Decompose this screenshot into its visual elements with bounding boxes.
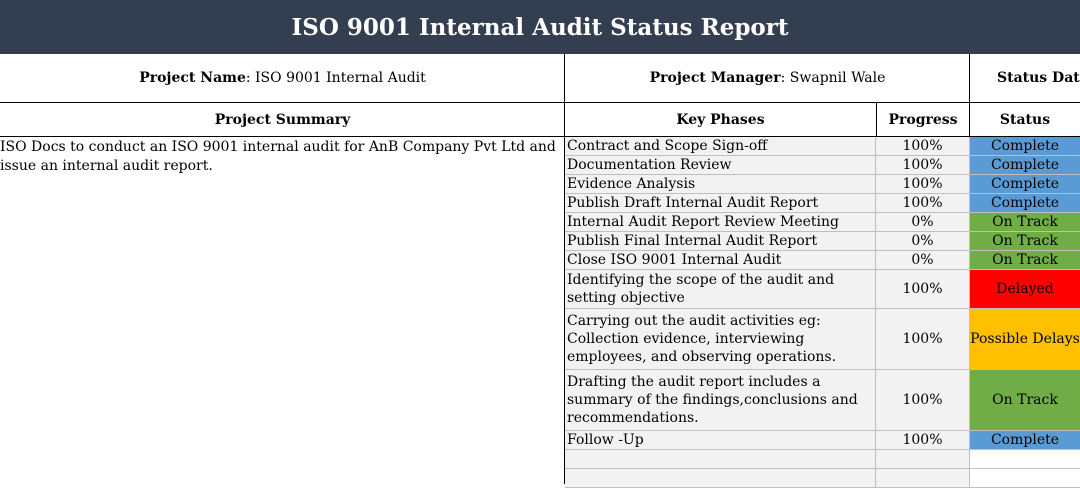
progress-cell: 0% <box>876 251 970 269</box>
table-row: Documentation Review 100% Complete <box>565 156 1080 175</box>
header-progress: Progress <box>876 103 970 137</box>
phase-cell <box>565 450 876 468</box>
status-cell: Possible Delays <box>970 309 1080 369</box>
status-cell: On Track <box>970 251 1080 269</box>
header-project-summary: Project Summary <box>0 103 565 137</box>
project-name-value: : ISO 9001 Internal Audit <box>245 70 426 86</box>
divider-status <box>969 54 970 137</box>
phase-cell: Evidence Analysis <box>565 175 876 193</box>
table-row: Publish Draft Internal Audit Report 100% C… <box>565 194 1080 213</box>
header-status: Status <box>970 103 1080 137</box>
table-row <box>565 469 1080 488</box>
progress-cell <box>876 469 970 487</box>
status-cell <box>970 469 1080 487</box>
report-title: ISO 9001 Internal Audit Status Report <box>0 0 1080 54</box>
status-cell: On Track <box>970 370 1080 430</box>
header-key-phases: Key Phases <box>565 103 876 137</box>
project-manager-cell: Project Manager : Swapnil Wale <box>565 54 970 103</box>
progress-cell: 0% <box>876 232 970 250</box>
status-date-label: Status Date <box>997 70 1080 86</box>
table-row: Identifying the scope of the audit and s… <box>565 270 1080 309</box>
status-cell: Complete <box>970 137 1080 155</box>
status-cell: Complete <box>970 175 1080 193</box>
progress-cell: 100% <box>876 194 970 212</box>
progress-cell <box>876 450 970 468</box>
phase-cell: Drafting the audit report includes a sum… <box>565 370 876 430</box>
phase-cell: Internal Audit Report Review Meeting <box>565 213 876 231</box>
project-manager-label: Project Manager <box>649 70 781 86</box>
phase-cell: Identifying the scope of the audit and s… <box>565 270 876 308</box>
table-row: Contract and Scope Sign-off 100% Complete <box>565 137 1080 156</box>
status-cell: Complete <box>970 156 1080 174</box>
status-cell: On Track <box>970 232 1080 250</box>
table-row: Internal Audit Report Review Meeting 0% On… <box>565 213 1080 232</box>
status-cell: Complete <box>970 431 1080 449</box>
divider-summary <box>564 54 565 484</box>
progress-cell: 100% <box>876 156 970 174</box>
status-cell: Delayed <box>970 270 1080 308</box>
phase-cell: Contract and Scope Sign-off <box>565 137 876 155</box>
status-date-cell: Status Date <box>970 54 1080 103</box>
progress-cell: 100% <box>876 431 970 449</box>
divider-progress <box>876 103 877 137</box>
progress-cell: 100% <box>876 270 970 308</box>
status-cell <box>970 450 1080 468</box>
project-summary-text: ISO Docs to conduct an ISO 9001 internal… <box>0 139 556 174</box>
progress-cell: 0% <box>876 213 970 231</box>
progress-cell: 100% <box>876 309 970 369</box>
project-name-label: Project Name <box>139 70 246 86</box>
table-row: Carrying out the audit activities eg: Co… <box>565 309 1080 370</box>
phase-cell: Documentation Review <box>565 156 876 174</box>
phase-cell: Publish Final Internal Audit Report <box>565 232 876 250</box>
progress-cell: 100% <box>876 175 970 193</box>
phase-cell: Close ISO 9001 Internal Audit <box>565 251 876 269</box>
phase-cell <box>565 469 876 487</box>
table-row <box>565 450 1080 469</box>
project-name-cell: Project Name: ISO 9001 Internal Audit <box>0 54 565 103</box>
table-row: Drafting the audit report includes a sum… <box>565 370 1080 431</box>
phases-table: Contract and Scope Sign-off 100% Complete D… <box>565 137 1080 488</box>
table-row: Follow -Up 100% Complete <box>565 431 1080 450</box>
phase-cell: Follow -Up <box>565 431 876 449</box>
table-row: Close ISO 9001 Internal Audit 0% On Track <box>565 251 1080 270</box>
status-cell: On Track <box>970 213 1080 231</box>
progress-cell: 100% <box>876 137 970 155</box>
status-cell: Complete <box>970 194 1080 212</box>
table-row: Evidence Analysis 100% Complete <box>565 175 1080 194</box>
phase-cell: Publish Draft Internal Audit Report <box>565 194 876 212</box>
progress-cell: 100% <box>876 370 970 430</box>
phase-cell: Carrying out the audit activities eg: Co… <box>565 309 876 369</box>
project-manager-value: : Swapnil Wale <box>780 70 886 86</box>
table-row: Publish Final Internal Audit Report 0% On … <box>565 232 1080 251</box>
